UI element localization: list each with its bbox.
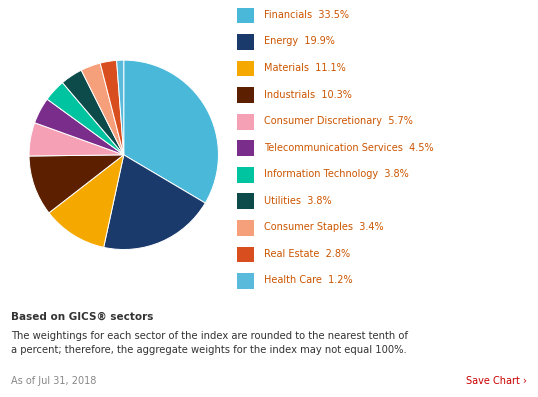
FancyBboxPatch shape <box>237 61 254 77</box>
FancyBboxPatch shape <box>237 193 254 209</box>
Text: Consumer Staples  3.4%: Consumer Staples 3.4% <box>264 222 383 232</box>
FancyBboxPatch shape <box>237 114 254 129</box>
Wedge shape <box>104 155 205 250</box>
Text: Telecommunication Services  4.5%: Telecommunication Services 4.5% <box>264 143 433 152</box>
FancyBboxPatch shape <box>237 87 254 103</box>
Text: Materials  11.1%: Materials 11.1% <box>264 63 345 73</box>
Wedge shape <box>47 83 124 155</box>
Text: Real Estate  2.8%: Real Estate 2.8% <box>264 249 350 259</box>
Text: Health Care  1.2%: Health Care 1.2% <box>264 276 352 285</box>
Text: Consumer Discretionary  5.7%: Consumer Discretionary 5.7% <box>264 116 413 126</box>
FancyBboxPatch shape <box>237 34 254 50</box>
Wedge shape <box>34 99 124 155</box>
Text: Financials  33.5%: Financials 33.5% <box>264 10 349 20</box>
Wedge shape <box>29 155 124 213</box>
Wedge shape <box>49 155 124 247</box>
FancyBboxPatch shape <box>237 167 254 183</box>
Text: As of Jul 31, 2018: As of Jul 31, 2018 <box>11 376 96 386</box>
Wedge shape <box>100 60 124 155</box>
Text: Save Chart ›: Save Chart › <box>466 376 527 386</box>
Text: Utilities  3.8%: Utilities 3.8% <box>264 196 331 206</box>
FancyBboxPatch shape <box>237 273 254 289</box>
Wedge shape <box>81 63 124 155</box>
Wedge shape <box>29 123 124 156</box>
Text: Energy  19.9%: Energy 19.9% <box>264 37 335 46</box>
FancyBboxPatch shape <box>237 141 254 156</box>
FancyBboxPatch shape <box>237 8 254 23</box>
Wedge shape <box>124 60 218 203</box>
Wedge shape <box>62 70 124 155</box>
FancyBboxPatch shape <box>237 247 254 262</box>
Text: Information Technology  3.8%: Information Technology 3.8% <box>264 169 408 179</box>
FancyBboxPatch shape <box>237 220 254 236</box>
Wedge shape <box>117 60 124 155</box>
Text: The weightings for each sector of the index are rounded to the nearest tenth of
: The weightings for each sector of the in… <box>11 331 408 355</box>
Text: Industrials  10.3%: Industrials 10.3% <box>264 90 351 100</box>
Text: Based on GICS® sectors: Based on GICS® sectors <box>11 312 153 322</box>
